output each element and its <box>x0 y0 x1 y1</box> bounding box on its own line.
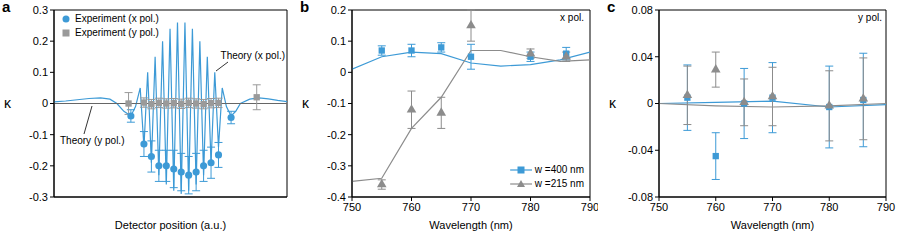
html-text:Experiment (y pol.): Experiment (y pol.) <box>75 27 159 38</box>
svg-text:-0.3: -0.3 <box>327 160 346 172</box>
html-text:Theory (x pol.): Theory (x pol.) <box>220 50 285 61</box>
svg-text:κ: κ <box>302 95 310 111</box>
svg-text:0.1: 0.1 <box>331 35 346 47</box>
svg-text:Detector position (a.u.): Detector position (a.u.) <box>115 219 226 231</box>
svg-text:κ: κ <box>8 95 12 111</box>
svg-text:Wavelength (nm): Wavelength (nm) <box>429 219 512 231</box>
svg-text:760: 760 <box>707 201 725 213</box>
svg-text:-0.2: -0.2 <box>29 160 48 172</box>
svg-text:-0.4: -0.4 <box>327 191 346 203</box>
svg-text:Wavelength (nm): Wavelength (nm) <box>731 219 814 231</box>
svg-text:780: 780 <box>521 201 539 213</box>
svg-text:0.3: 0.3 <box>33 4 48 16</box>
svg-text:0.08: 0.08 <box>632 4 653 16</box>
svg-text:780: 780 <box>820 201 838 213</box>
html-text:Theory (y pol.): Theory (y pol.) <box>60 135 125 146</box>
svg-text:750: 750 <box>649 200 669 213</box>
svg-text:0.2: 0.2 <box>33 35 48 47</box>
html-text:x pol.: x pol. <box>560 12 584 23</box>
svg-text:0.2: 0.2 <box>331 4 346 16</box>
svg-text:790: 790 <box>581 201 598 213</box>
svg-text:770: 770 <box>763 201 781 213</box>
svg-text:-0.2: -0.2 <box>327 129 346 141</box>
html-text:w =215 nm: w =215 nm <box>534 178 584 189</box>
svg-text:0: 0 <box>647 97 653 109</box>
svg-text:790: 790 <box>877 201 892 213</box>
svg-text:760: 760 <box>402 201 420 213</box>
svg-text:-0.1: -0.1 <box>29 129 48 141</box>
html-text:Experiment (x pol.): Experiment (x pol.) <box>75 13 159 24</box>
svg-text:κ: κ <box>609 95 617 111</box>
html-text:w =400 nm: w =400 nm <box>534 164 584 175</box>
svg-text:0: 0 <box>42 97 48 109</box>
svg-text:0: 0 <box>340 66 346 78</box>
svg-text:-0.1: -0.1 <box>327 97 346 109</box>
html-text:y pol.: y pol. <box>858 12 882 23</box>
svg-text:-0.04: -0.04 <box>628 144 653 156</box>
svg-text:-0.3: -0.3 <box>29 191 48 203</box>
svg-text:750: 750 <box>342 200 362 213</box>
svg-text:-0.08: -0.08 <box>628 191 653 203</box>
svg-text:0.04: 0.04 <box>632 51 653 63</box>
svg-text:0.1: 0.1 <box>33 66 48 78</box>
svg-text:770: 770 <box>462 201 480 213</box>
